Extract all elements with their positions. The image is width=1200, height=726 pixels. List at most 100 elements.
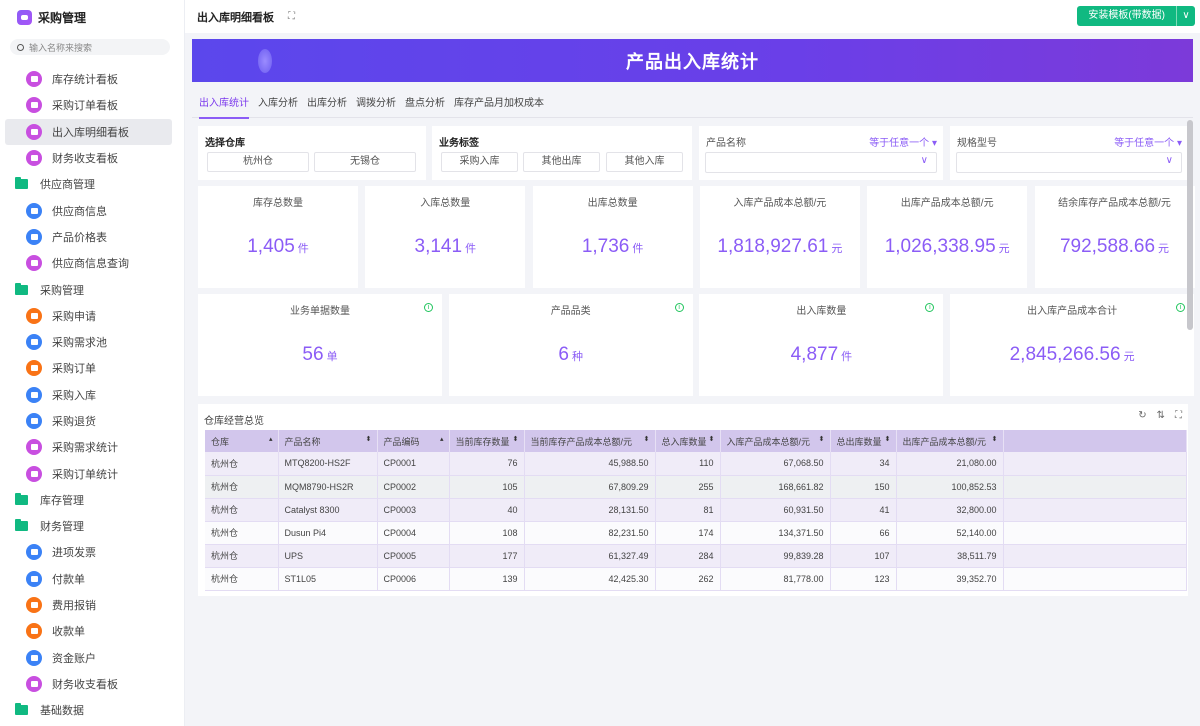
operator-select[interactable]: 等于任意一个 ▾ (1114, 138, 1182, 149)
stat-card: 入库总数量 3,141 件 (365, 186, 526, 288)
sidebar-item[interactable]: 采购需求池 (5, 329, 172, 355)
sidebar-item[interactable]: 采购申请 (5, 303, 172, 329)
sidebar-item[interactable]: 供应商管理 (5, 171, 172, 197)
column-header-filler (1003, 430, 1187, 452)
sort-icon[interactable]: ⬍ (991, 435, 998, 443)
document-icon (26, 228, 42, 245)
column-header-label: 产品名称 (284, 436, 321, 447)
table-row[interactable]: 杭州仓 ST1L05 CP0006 139 42,425.30 262 81,778.00 1… (205, 567, 1187, 591)
tab[interactable]: 盘点分析 (405, 97, 445, 109)
sidebar-item-label: 供应商信息查询 (52, 258, 129, 271)
sort-icon[interactable]: ⬍ (884, 435, 891, 443)
spec-select[interactable]: ∨ (956, 152, 1182, 173)
table-cell: 123 (830, 567, 897, 591)
sidebar-item-label: 资金账户 (52, 652, 96, 665)
info-icon[interactable]: i (424, 303, 433, 312)
scrollbar[interactable] (1187, 120, 1193, 330)
sidebar-item[interactable]: 基础数据 (5, 697, 172, 723)
table-cell: 45,988.50 (524, 452, 656, 476)
column-header[interactable]: 出库产品成本总额/元 ⬍ (896, 430, 1004, 452)
column-header[interactable]: 总入库数量 ⬍ (655, 430, 721, 452)
sidebar-item[interactable]: 采购需求统计 (5, 434, 172, 460)
sidebar-item[interactable]: 进项发票 (5, 539, 172, 565)
sidebar-item[interactable]: 付款单 (5, 566, 172, 592)
tab[interactable]: 库存产品月加权成本 (454, 97, 544, 109)
sort-icon[interactable]: ⬍ (512, 435, 519, 443)
table-cell: CP0001 (377, 452, 450, 476)
tab[interactable]: 出入库统计 (199, 86, 249, 119)
table-row[interactable]: 杭州仓 Dusun Pi4 CP0004 108 82,231.50 174 134,371… (205, 521, 1187, 545)
sidebar-item[interactable]: 收款单 (5, 618, 172, 644)
info-icon[interactable]: i (925, 303, 935, 312)
tab[interactable]: 出库分析 (307, 97, 347, 109)
column-header[interactable]: 总出库数量 ⬍ (830, 430, 897, 452)
sidebar-item[interactable]: 财务收支看板 (5, 671, 172, 697)
form-icon (26, 623, 42, 640)
sidebar-item[interactable]: 采购退货 (5, 408, 172, 434)
sidebar-item[interactable]: 财务收支看板 (5, 145, 172, 171)
table-cell: 108 (449, 521, 525, 545)
sort-icon[interactable]: ⬍ (708, 435, 715, 443)
column-header[interactable]: 当前库存产品成本总额/元 ⬍ (524, 430, 656, 452)
chevron-down-icon[interactable]: ∨ (1176, 6, 1195, 26)
sidebar-item[interactable]: 采购订单 (5, 355, 172, 381)
column-header[interactable]: 产品名称 ⬍ (278, 430, 378, 452)
sort-icon[interactable]: ⬍ (818, 435, 825, 443)
sidebar-item[interactable]: 供应商信息查询 (5, 250, 172, 276)
sort-icon[interactable]: ⬍ (365, 435, 372, 443)
table-cell: CP0002 (377, 475, 450, 499)
column-header[interactable]: 仓库 ▴ (205, 430, 279, 452)
table-cell: 杭州仓 (205, 567, 279, 591)
column-settings-icon[interactable]: ⇅ (1156, 410, 1165, 421)
sidebar-item[interactable]: 产品价格表 (5, 224, 172, 250)
filter-option-wuxi[interactable]: 无锡仓 (314, 152, 416, 172)
decorative-orb (258, 49, 272, 73)
info-icon[interactable]: i (1176, 303, 1186, 312)
sidebar-item[interactable]: 库存统计看板 (5, 66, 172, 92)
refresh-icon[interactable]: ↻ (1138, 410, 1147, 421)
column-header-label: 仓库 (211, 436, 230, 447)
column-header[interactable]: 当前库存数量 ⬍ (449, 430, 525, 452)
search-input[interactable]: 输入名称来搜索 (10, 39, 170, 55)
info-icon[interactable]: i (674, 303, 684, 312)
tab[interactable]: 调拨分析 (356, 97, 396, 109)
document-icon (26, 570, 42, 587)
dashboard-icon (26, 97, 42, 114)
column-header[interactable]: 入库产品成本总额/元 ⬍ (720, 430, 831, 452)
sort-icon[interactable]: ⬍ (643, 435, 650, 443)
filter-option-other-in[interactable]: 其他入库 (606, 152, 683, 172)
stat-value-wrap: 56 单 (198, 344, 442, 366)
filter-option-hangzhou[interactable]: 杭州仓 (207, 152, 309, 172)
sidebar-item[interactable]: 费用报销 (5, 592, 172, 618)
sidebar-item[interactable]: 采购入库 (5, 382, 172, 408)
fullscreen-icon[interactable]: ⛶ (1175, 410, 1182, 421)
stat-title: 入库总数量 (420, 198, 471, 209)
filter-option-other-out[interactable]: 其他出库 (523, 152, 600, 172)
product-name-select[interactable]: ∨ (705, 152, 937, 173)
table-row[interactable]: 杭州仓 UPS CP0005 177 61,327.49 284 99,839.28 107 3… (205, 544, 1187, 568)
sort-icon[interactable]: ▴ (268, 435, 273, 443)
sidebar-item[interactable]: 采购管理 (5, 276, 172, 302)
tab[interactable]: 入库分析 (258, 97, 298, 109)
sidebar-item[interactable]: 出入库明细看板 (5, 118, 172, 145)
sidebar-item[interactable]: 库存管理 (5, 487, 172, 513)
table-row[interactable]: 杭州仓 Catalyst 8300 CP0003 40 28,131.50 81 60,93… (205, 498, 1187, 522)
folder-icon (15, 492, 28, 505)
operator-select[interactable]: 等于任意一个 ▾ (869, 138, 937, 149)
dashboard-icon (26, 150, 42, 167)
sidebar-item[interactable]: 采购订单看板 (5, 92, 172, 118)
fullscreen-icon[interactable]: ⛶ (288, 11, 295, 22)
sidebar-item[interactable]: 资金账户 (5, 645, 172, 671)
install-template-button[interactable]: 安装模板(带数据) (1077, 6, 1176, 26)
sidebar-item-label: 基础数据 (40, 705, 84, 718)
table-row[interactable]: 杭州仓 MQM8790-HS2R CP0002 105 67,809.29 255 168,… (205, 475, 1187, 499)
sidebar-item[interactable]: 供应商信息 (5, 197, 172, 223)
filter-option-purchase-in[interactable]: 采购入库 (441, 152, 518, 172)
table-row[interactable]: 杭州仓 MTQ8200-HS2F CP0001 76 45,988.50 110 67,06… (205, 452, 1187, 476)
sidebar-item[interactable]: 采购订单统计 (5, 460, 172, 486)
sort-icon[interactable]: ▴ (439, 435, 444, 443)
sidebar-item-label: 采购申请 (52, 310, 96, 323)
column-header[interactable]: 产品编码 ▴ (377, 430, 450, 452)
stat-card: 结余库存产品成本总额/元 792,588.66 元 (1034, 186, 1195, 288)
sidebar-item[interactable]: 财务管理 (5, 513, 172, 539)
